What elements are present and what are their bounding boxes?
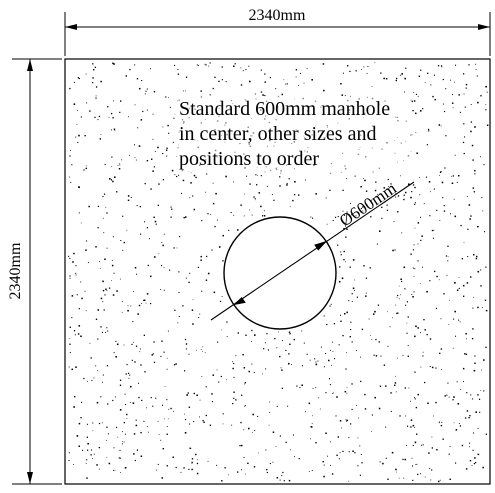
- height-dimension: 2340mm: [7, 58, 62, 485]
- note: Standard 600mm manhole in center, other …: [174, 96, 412, 174]
- height-arrow-bottom: [27, 472, 33, 484]
- diameter-label: Ø600mm: [336, 179, 400, 231]
- width-dimension: 2340mm: [64, 7, 491, 56]
- concrete-texture: [68, 62, 489, 483]
- note-line-3: positions to order: [179, 148, 319, 170]
- diameter-arrow-left: [232, 297, 246, 306]
- diameter-leader-line: [210, 181, 415, 321]
- height-label: 2340mm: [7, 242, 24, 299]
- width-label: 2340mm: [249, 7, 306, 24]
- diameter-arrow-right: [314, 240, 328, 251]
- width-arrow-right: [478, 24, 490, 30]
- note-line-1: Standard 600mm manhole: [179, 98, 390, 120]
- height-arrow-top: [27, 59, 33, 71]
- note-line-2: in center, other sizes and: [179, 123, 376, 145]
- width-arrow-left: [65, 24, 77, 30]
- slab-outline: [64, 58, 491, 485]
- note-backdrop: [174, 96, 412, 174]
